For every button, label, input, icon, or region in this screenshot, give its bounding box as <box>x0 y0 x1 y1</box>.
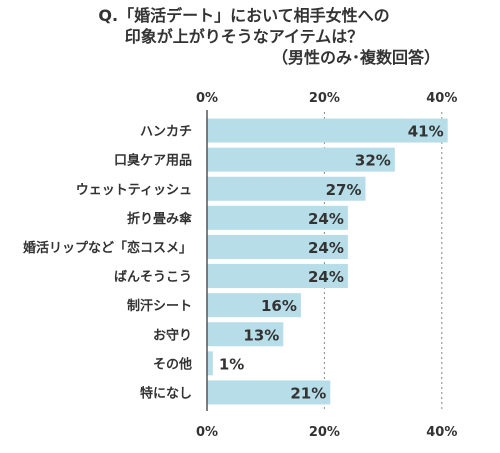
bottom-tick-label: 20% <box>309 425 340 440</box>
value-label: 21% <box>290 384 326 402</box>
category-label: その他 <box>153 356 192 372</box>
top-tick-label: 20% <box>309 91 340 106</box>
value-label: 24% <box>308 268 344 286</box>
value-labels: 41% 32% 27% 24% 24% 24% 16% 13% 1% 21% <box>219 123 444 403</box>
bar <box>207 118 448 143</box>
chart-title: Q.「婚活デート」において相手女性への 印象が上がりそうなアイテムは？ （男性の… <box>98 6 440 67</box>
category-labels: ハンカチ口臭ケア用品ウェットティッシュ折り畳み傘婚活リップなど「恋コスメ」ばんそ… <box>23 125 193 402</box>
bar <box>207 176 366 201</box>
value-label: 41% <box>408 123 444 141</box>
bar <box>207 234 348 259</box>
top-tick-label: 0% <box>196 91 218 106</box>
category-label: 制汗シート <box>127 298 192 314</box>
bar <box>207 205 348 230</box>
top-axis-ticks: 0% 20% 40% <box>196 91 457 106</box>
bottom-tick-label: 0% <box>196 425 218 440</box>
value-label: 16% <box>261 297 297 315</box>
category-label: ウェットティッシュ <box>76 183 192 198</box>
bar <box>207 293 301 318</box>
bar <box>207 322 284 347</box>
value-label: 1% <box>219 355 244 373</box>
category-label: 特になし <box>140 385 192 401</box>
value-label: 13% <box>243 326 279 344</box>
bars <box>207 118 448 405</box>
value-label: 27% <box>326 181 362 199</box>
value-label: 24% <box>308 239 344 257</box>
chart-title-line-1: Q.「婚活デート」において相手女性への <box>98 6 389 25</box>
category-label: 折り畳み傘 <box>127 211 193 227</box>
bottom-axis-ticks: 0% 20% 40% <box>196 425 457 440</box>
category-label: 婚活リップなど「恋コスメ」 <box>23 240 192 256</box>
bar <box>207 351 213 376</box>
bar <box>207 264 348 289</box>
chart-title-line-2: 印象が上がりそうなアイテムは？ <box>125 27 363 46</box>
category-label: 口臭ケア用品 <box>114 153 192 169</box>
chart-title-line-3: （男性のみ･複数回答） <box>272 48 440 67</box>
bar <box>207 147 395 172</box>
category-label: ばんそうこう <box>114 270 192 285</box>
category-label: ハンカチ <box>140 125 192 140</box>
value-label: 32% <box>355 152 391 170</box>
bottom-tick-label: 40% <box>426 425 457 440</box>
value-label: 24% <box>308 210 344 228</box>
top-tick-label: 40% <box>426 91 457 106</box>
category-label: お守り <box>153 327 192 343</box>
bar <box>207 380 331 405</box>
